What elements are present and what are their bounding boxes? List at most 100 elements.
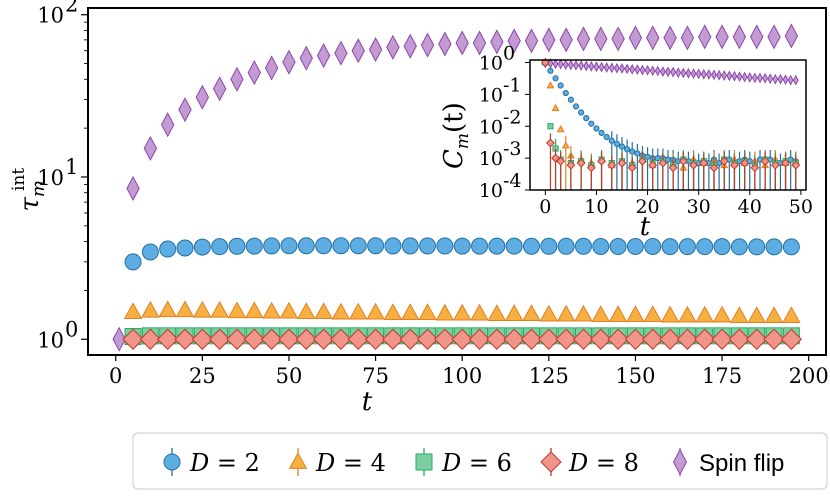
data-point-d4: [297, 302, 316, 320]
data-point-sf: [403, 33, 417, 59]
x-axis-label: t: [362, 387, 373, 417]
data-point-d4: [383, 303, 403, 320]
inset-data-point-d8: [760, 156, 770, 166]
legend-entry-d6: D = 6: [415, 448, 512, 477]
data-point-sf: [680, 25, 695, 51]
inset-y-tick-label: 10: [479, 148, 503, 170]
data-point-d8: [174, 328, 196, 350]
inset-data-point-d6: [547, 123, 554, 130]
legend-entry-d8: D = 8: [540, 448, 639, 477]
inset-x-tick-label: 20: [635, 196, 659, 218]
inset-data-point-d2: [588, 120, 595, 127]
data-point-sf: [161, 112, 175, 138]
inset-y-tick-label: 10: [479, 180, 503, 202]
inset-data-point-d4: [561, 141, 570, 149]
data-point-sf: [143, 135, 158, 161]
data-point-d2: [522, 237, 540, 255]
data-point-d4: [435, 303, 455, 321]
data-point-sf: [368, 37, 383, 63]
inset-data-point-d2: [613, 140, 620, 147]
inset-data-point-sf: [685, 67, 692, 79]
data-point-d8: [364, 328, 387, 350]
inset-data-point-sf: [649, 65, 656, 77]
series-d8: [122, 328, 803, 350]
data-point-d4: [314, 302, 333, 320]
data-point-sf: [715, 24, 729, 50]
data-point-sf: [334, 40, 348, 66]
data-point-d2: [505, 237, 523, 255]
data-point-d4: [279, 301, 299, 319]
data-point-d2: [384, 237, 402, 255]
data-point-sf: [420, 32, 435, 58]
data-point-d4: [539, 304, 559, 322]
data-point-sf: [490, 29, 504, 55]
inset-data-point-d8: [699, 158, 709, 168]
data-point-sf: [282, 49, 296, 75]
data-point-d4: [643, 305, 663, 322]
data-point-d2: [661, 238, 679, 256]
data-point-sf: [767, 24, 781, 50]
inset-y-tick-label: 10: [479, 53, 503, 75]
legend-entry-d4: D = 4: [288, 448, 386, 477]
x-tick-label: 200: [789, 364, 829, 388]
data-point-d2: [540, 237, 558, 255]
inset-data-point-d8: [597, 156, 607, 166]
inset-data-point-sf: [721, 70, 728, 81]
inset-data-point-sf: [644, 64, 651, 76]
data-point-d8: [416, 328, 439, 350]
data-point-d2: [141, 243, 159, 261]
legend-entry-d2: D = 2: [163, 448, 260, 477]
data-point-d2: [263, 237, 281, 255]
data-point-sf: [507, 28, 521, 54]
inset-data-point-sf: [772, 73, 779, 85]
data-point-d4: [712, 305, 732, 323]
data-point-d8: [312, 328, 335, 350]
inset-data-point-sf: [762, 72, 768, 84]
data-point-sf: [594, 26, 608, 52]
inset-data-point-sf: [593, 61, 600, 73]
data-point-d2: [678, 238, 696, 256]
data-point-d2: [782, 238, 800, 256]
data-point-d4: [660, 305, 680, 323]
data-point-d8: [208, 328, 231, 350]
data-point-d4: [695, 305, 714, 323]
inset-data-point-sf: [624, 63, 630, 75]
data-point-sf: [576, 26, 591, 52]
data-point-d8: [780, 328, 803, 350]
data-point-d2: [211, 238, 229, 256]
inset-x-tick-label: 50: [789, 196, 813, 218]
data-point-d8: [642, 328, 664, 350]
inset-data-point-d2: [787, 156, 794, 163]
data-point-d2: [609, 237, 627, 255]
legend-marker-icon: [672, 448, 688, 476]
inset-data-point-sf: [792, 74, 799, 86]
data-point-sf: [472, 30, 487, 56]
data-point-d4: [782, 306, 801, 323]
inset-data-point-sf: [752, 72, 758, 84]
x-tick-label: 0: [109, 364, 122, 388]
data-point-d8: [295, 328, 317, 350]
inset-x-tick-label: 40: [738, 196, 762, 218]
data-point-d4: [331, 302, 351, 320]
data-point-d4: [574, 304, 593, 322]
inset-data-point-sf: [573, 59, 579, 71]
data-point-d4: [141, 300, 160, 318]
data-point-d8: [763, 328, 785, 350]
data-point-d8: [520, 328, 543, 350]
legend-label: Spin flip: [699, 450, 784, 477]
inset-data-point-d8: [545, 138, 555, 148]
data-point-sf: [455, 30, 469, 56]
inset-y-tick-label: 10: [479, 84, 503, 106]
x-tick-label: 25: [189, 364, 216, 388]
data-point-d2: [592, 237, 610, 255]
data-point-d8: [330, 328, 352, 350]
inset-data-point-sf: [690, 68, 697, 79]
data-point-d4: [227, 301, 247, 319]
legend-label: D = 4: [315, 449, 386, 477]
inset-data-point-d2: [624, 146, 631, 153]
inset-data-point-sf: [695, 68, 702, 80]
inset-data-point-sf: [639, 64, 646, 76]
x-tick-label: 75: [362, 364, 389, 388]
inset-data-point-sf: [629, 63, 636, 75]
data-point-d2: [488, 237, 506, 255]
